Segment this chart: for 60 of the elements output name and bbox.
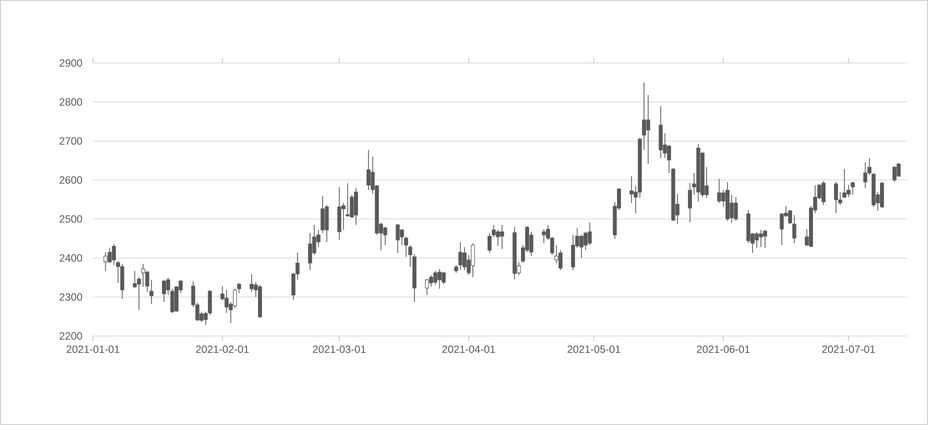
x-tick-label: 2021-02-01 [196,346,249,353]
candlestick [442,272,446,285]
candlestick [754,232,759,248]
candlestick [822,180,826,206]
candlestick [717,178,722,204]
candlestick [579,234,584,258]
candlestick [630,176,634,204]
candlestick [488,232,492,254]
candlestick [470,242,475,278]
candlestick [758,230,763,248]
candlestick [383,226,388,246]
candlestick [438,268,442,290]
candlestick [730,194,734,224]
candlestick [834,182,838,214]
candlestick [646,94,650,164]
candlestick [141,263,146,288]
x-tick-label: 2021-01-01 [66,346,120,353]
candlestick [529,231,534,256]
candlestick [250,274,254,292]
candlestick [458,242,462,270]
candlestick [170,288,174,314]
candlestick [542,228,546,244]
candlestick [763,230,768,248]
x-tick-label: 2021-04-01 [442,346,496,353]
candlestick [112,244,116,266]
y-tick-label: 2400 [60,254,82,262]
candlestick [850,182,855,196]
candlestick [366,150,370,191]
candlestick [892,166,896,182]
y-tick-label: 2800 [60,98,82,106]
candlestick [162,279,166,302]
y-tick-label: 2500 [60,215,82,223]
candlestick [354,188,358,226]
y-tick-label: 2900 [60,59,82,67]
candlestick [792,214,796,244]
y-tick-label: 2700 [60,137,82,145]
y-tick-label: 2600 [60,176,82,184]
x-tick-label: 2021-05-01 [568,346,620,353]
candlestick [571,234,576,270]
candlestick [788,210,792,224]
candlestick [734,196,738,222]
candlestick [320,196,325,234]
candlestick [396,224,400,254]
x-tick-label: 2021-03-01 [312,346,366,353]
candlestick [324,204,329,242]
candlestick [224,290,229,314]
x-tick-label: 2021-07-01 [822,346,875,353]
y-tick-label: 2200 [60,332,82,340]
candlestick [424,278,429,296]
y-tick-label: 2300 [60,293,82,301]
candlestick [120,263,124,300]
x-tick-label: 2021-06-01 [697,346,750,353]
candlestick [863,162,868,189]
candlestick [308,232,312,270]
candlestick [842,168,846,198]
candlestick [433,270,438,286]
candlestick [104,252,108,272]
candlestick [500,224,504,250]
candlestick [880,182,884,208]
candlestick [588,222,592,246]
